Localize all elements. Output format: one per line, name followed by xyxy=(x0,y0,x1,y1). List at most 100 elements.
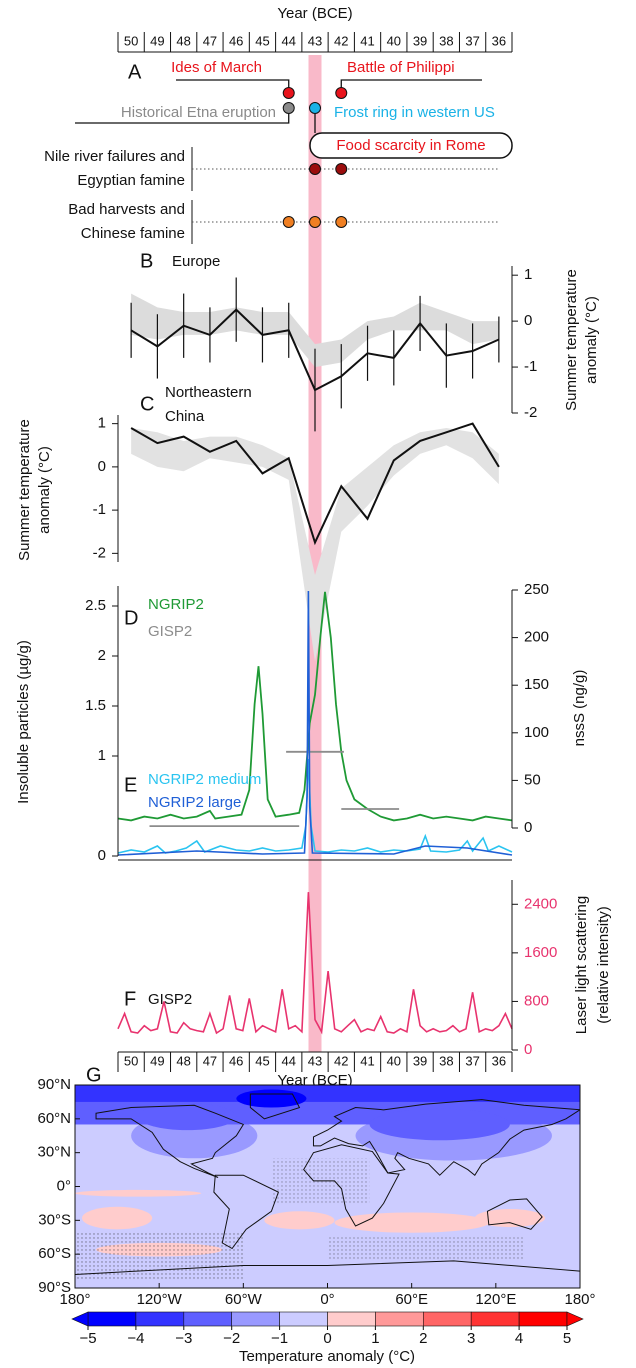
significance-stipple xyxy=(75,1231,244,1279)
map-region xyxy=(369,1108,510,1141)
colorbar-bin xyxy=(135,1311,185,1327)
coastline xyxy=(95,1104,245,1178)
x-tick-label: 47 xyxy=(203,1053,217,1068)
panel-label: F xyxy=(124,988,136,1010)
x-tick-label: 39 xyxy=(413,1053,427,1068)
y-tick-label: 150 xyxy=(524,676,549,693)
colorbar-extend xyxy=(566,1311,584,1327)
data-line xyxy=(130,422,500,546)
famine-marker xyxy=(309,216,321,228)
y-tick-label: 0 xyxy=(524,312,532,329)
y-tick-label: 90°N xyxy=(37,1076,71,1093)
x-tick-label: 42 xyxy=(334,1053,348,1068)
y-tick-label: 1.5 xyxy=(85,697,106,714)
legend-label: NGRIP2 xyxy=(148,596,204,613)
x-tick-label: 180° xyxy=(59,1291,90,1308)
x-tick-label: 45 xyxy=(255,33,269,48)
panel-label: D xyxy=(124,607,138,629)
data-line xyxy=(130,308,500,392)
y-tick-label: 0° xyxy=(57,1177,71,1194)
y-tick-label: -1 xyxy=(524,358,537,375)
famine-label: Nile river failures and xyxy=(44,148,185,165)
y-tick-label: 0 xyxy=(524,1041,532,1058)
axis-title: nssS (ng/g) xyxy=(571,670,588,747)
coastline xyxy=(303,1144,400,1227)
y-tick-label: 0 xyxy=(98,458,106,475)
x-tick-label: 180° xyxy=(564,1291,595,1308)
colorbar-tick-label: −4 xyxy=(127,1330,144,1347)
x-tick-label: 38 xyxy=(439,33,453,48)
y-tick-label: 250 xyxy=(524,581,549,598)
legend-label: NGRIP2 medium xyxy=(148,771,261,788)
y-tick-label: -2 xyxy=(524,404,537,421)
axis-title: anomaly (°C) xyxy=(36,446,53,534)
event-box xyxy=(309,132,513,159)
y-tick-label: 0 xyxy=(524,819,532,836)
x-tick-label: 50 xyxy=(124,33,138,48)
y-tick-label: 2 xyxy=(98,647,106,664)
y-tick-label: 200 xyxy=(524,629,549,646)
colorbar-bin xyxy=(375,1311,424,1327)
x-tick-label: 37 xyxy=(465,1053,479,1068)
famine-label: Chinese famine xyxy=(81,225,185,242)
axis-title: (relative intensity) xyxy=(595,906,612,1024)
colorbar-tick-label: 0 xyxy=(323,1330,331,1347)
map-region xyxy=(264,1211,335,1230)
famine-label: Egyptian famine xyxy=(77,172,185,189)
panel-label: E xyxy=(124,774,137,796)
colorbar-bin xyxy=(518,1311,568,1327)
event-label: Ides of March xyxy=(171,59,262,76)
y-tick-label: 1 xyxy=(524,266,532,283)
axis-title: Laser light scattering xyxy=(573,896,590,1034)
map-region xyxy=(138,1103,237,1131)
x-tick-label: 47 xyxy=(203,33,217,48)
colorbar-bin xyxy=(327,1311,376,1327)
y-tick-label: 50 xyxy=(524,771,541,788)
x-tick-label: 50 xyxy=(124,1053,138,1068)
colorbar-bin xyxy=(422,1311,472,1327)
x-tick-label: 38 xyxy=(439,1053,453,1068)
y-tick-label: 60°N xyxy=(37,1110,71,1127)
y-tick-label: 60°S xyxy=(38,1245,71,1262)
x-tick-label: 44 xyxy=(281,33,295,48)
colorbar-bin xyxy=(183,1311,233,1327)
famine-marker xyxy=(309,163,321,175)
x-tick-label: 48 xyxy=(176,33,190,48)
coastline xyxy=(249,1093,301,1120)
coastline xyxy=(486,1198,543,1230)
x-tick-label: 40 xyxy=(387,33,401,48)
colorbar-tick-label: −1 xyxy=(271,1330,288,1347)
colorbar-extend xyxy=(71,1311,89,1327)
y-tick-label: 90°S xyxy=(38,1279,71,1296)
x-tick-label: 39 xyxy=(413,33,427,48)
map-field xyxy=(75,1085,580,1288)
event-connector xyxy=(75,113,290,124)
famine-marker xyxy=(335,216,348,228)
x-tick-label: 120°W xyxy=(137,1291,183,1308)
x-tick-label: 36 xyxy=(492,33,506,48)
x-tick-label: 120°E xyxy=(475,1291,516,1308)
coastline xyxy=(213,1174,280,1250)
colorbar-tick-label: 3 xyxy=(467,1330,475,1347)
y-tick-label: 1 xyxy=(98,747,106,764)
panel-label: C xyxy=(140,393,154,415)
y-tick-label: -1 xyxy=(93,501,106,518)
colorbar-bin xyxy=(470,1311,520,1327)
x-tick-label: 37 xyxy=(465,33,479,48)
colorbar-tick-label: 2 xyxy=(419,1330,427,1347)
data-line xyxy=(117,590,513,856)
y-tick-label: -2 xyxy=(93,544,106,561)
x-tick-label: 44 xyxy=(281,1053,295,1068)
x-tick-label: 43 xyxy=(308,33,322,48)
axis-title: Insoluble particles (µg/g) xyxy=(15,640,32,804)
x-tick-label: 60°E xyxy=(395,1291,428,1308)
series-label: GISP2 xyxy=(148,991,192,1008)
famine-marker xyxy=(335,163,348,175)
x-tick-label: 48 xyxy=(176,1053,190,1068)
legend-label: GISP2 xyxy=(148,623,192,640)
event-connector xyxy=(340,79,482,88)
colorbar-tick-label: −3 xyxy=(175,1330,192,1347)
panel-subtitle: Europe xyxy=(172,253,220,270)
x-tick-label: 46 xyxy=(229,33,243,48)
